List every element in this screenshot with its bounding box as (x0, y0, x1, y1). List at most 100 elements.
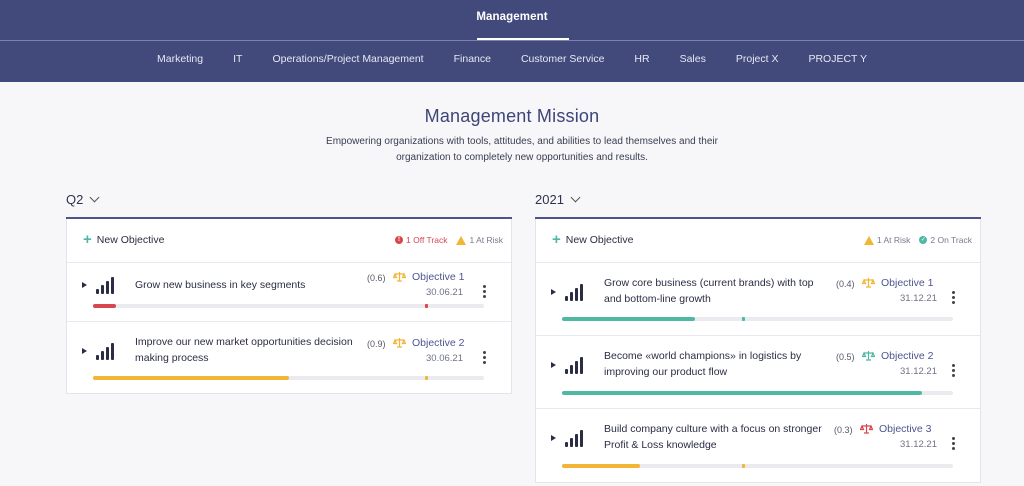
on-track-status: ✓ 2 On Track (919, 235, 972, 245)
objective-score: (0.5) (836, 352, 855, 362)
progress-marker (741, 317, 745, 321)
status-summary: ! 1 Off Track 1 At Risk (395, 235, 503, 245)
expand-caret-icon[interactable] (551, 435, 556, 441)
expand-caret-icon[interactable] (551, 362, 556, 368)
error-icon: ! (395, 236, 404, 244)
objective-title[interactable]: Improve our new market opportunities dec… (135, 336, 353, 364)
subnav-item-it[interactable]: IT (233, 53, 243, 65)
page-title: Management Mission (424, 106, 600, 126)
progress-bar (562, 317, 953, 321)
at-risk-label: 1 At Risk (469, 235, 503, 245)
subnav-item-sales[interactable]: Sales (679, 53, 706, 65)
subnav-item-customer-service[interactable]: Customer Service (520, 53, 605, 65)
more-options-icon[interactable] (483, 351, 486, 364)
active-tab-indicator (477, 38, 569, 41)
objective-row[interactable]: Become «world champions» in logistics by… (536, 336, 980, 409)
warning-icon (863, 235, 874, 245)
objectives-panel: + New Objective ! 1 Off Track 1 At Risk … (66, 219, 512, 394)
objective-link[interactable]: Objective 2 (881, 350, 934, 362)
department-nav: Marketing IT Operations/Project Manageme… (0, 53, 1024, 65)
progress-bar (93, 376, 484, 380)
objective-row[interactable]: Build company culture with a focus on st… (536, 409, 980, 482)
new-objective-label: New Objective (96, 234, 165, 246)
more-options-icon[interactable] (952, 291, 955, 304)
status-summary: 1 At Risk ✓ 2 On Track (863, 235, 972, 245)
scale-icon (859, 423, 874, 437)
progress-marker (425, 376, 429, 380)
objective-date: 31.12.21 (900, 439, 937, 450)
more-options-icon[interactable] (483, 285, 486, 298)
progress-bar (562, 464, 953, 468)
objective-score: (0.6) (367, 273, 386, 283)
signal-bars-icon (565, 430, 583, 447)
progress-fill (562, 317, 695, 321)
top-navigation: Management Marketing IT Operations/Proje… (0, 0, 1024, 82)
objective-score: (0.3) (834, 425, 853, 435)
objective-row[interactable]: Grow core business (current brands) with… (536, 263, 980, 336)
expand-caret-icon[interactable] (82, 348, 87, 354)
chevron-down-icon (570, 192, 581, 203)
panel-header: + New Objective 1 At Risk ✓ 2 On Track (536, 219, 980, 263)
off-track-status: ! 1 Off Track (395, 235, 447, 245)
more-options-icon[interactable] (952, 364, 955, 377)
new-objective-label: New Objective (565, 234, 634, 246)
mission-description: Empowering organizations with tools, att… (326, 136, 718, 163)
tab-management[interactable]: Management (476, 11, 548, 23)
nav-divider (0, 40, 1024, 41)
new-objective-button[interactable]: + New Objective (83, 231, 165, 248)
period-label: 2021 (535, 192, 564, 207)
period-label: Q2 (66, 192, 84, 207)
plus-icon: + (83, 231, 92, 248)
progress-fill (93, 376, 289, 380)
period-selector[interactable]: 2021 (535, 192, 581, 207)
subnav-item-project-x[interactable]: Project X (735, 53, 779, 65)
signal-bars-icon (96, 277, 114, 294)
on-track-label: 2 On Track (930, 235, 972, 245)
scale-icon (861, 350, 876, 364)
signal-bars-icon (565, 284, 583, 301)
objective-date: 31.12.21 (900, 366, 937, 377)
objective-date: 30.06.21 (426, 287, 463, 298)
check-icon: ✓ (919, 236, 928, 244)
objective-link[interactable]: Objective 2 (412, 337, 465, 349)
expand-caret-icon[interactable] (551, 289, 556, 295)
objective-date: 30.06.21 (426, 353, 463, 364)
objective-link[interactable]: Objective 1 (881, 277, 934, 289)
objective-title[interactable]: Become «world champions» in logistics by… (604, 350, 802, 378)
expand-caret-icon[interactable] (82, 282, 87, 288)
chevron-down-icon (89, 192, 100, 203)
objective-date: 31.12.21 (900, 293, 937, 304)
subnav-item-operations[interactable]: Operations/Project Management (272, 53, 424, 65)
period-selector[interactable]: Q2 (66, 192, 100, 207)
new-objective-button[interactable]: + New Objective (552, 231, 634, 248)
scale-icon (392, 337, 407, 351)
progress-marker (741, 464, 745, 468)
plus-icon: + (552, 231, 561, 248)
progress-fill (562, 464, 641, 468)
more-options-icon[interactable] (952, 437, 955, 450)
objective-score: (0.9) (367, 339, 386, 349)
progress-marker (425, 304, 429, 308)
warning-icon (456, 235, 467, 245)
scale-icon (861, 277, 876, 291)
at-risk-label: 1 At Risk (876, 235, 911, 245)
objective-row[interactable]: Improve our new market opportunities dec… (67, 322, 511, 393)
at-risk-status: 1 At Risk (863, 235, 911, 245)
subnav-item-hr[interactable]: HR (634, 53, 650, 65)
objective-title[interactable]: Grow new business in key segments (135, 279, 306, 291)
period-underline (66, 217, 512, 219)
objective-score: (0.4) (836, 279, 855, 289)
off-track-label: 1 Off Track (406, 235, 448, 245)
subnav-item-project-y[interactable]: PROJECT Y (808, 53, 868, 65)
objective-title[interactable]: Build company culture with a focus on st… (604, 423, 822, 451)
progress-fill (562, 391, 922, 395)
subnav-item-finance[interactable]: Finance (453, 53, 491, 65)
subnav-item-marketing[interactable]: Marketing (156, 53, 204, 65)
signal-bars-icon (96, 343, 114, 360)
at-risk-status: 1 At Risk (456, 235, 503, 245)
objective-link[interactable]: Objective 1 (412, 271, 465, 283)
objective-title[interactable]: Grow core business (current brands) with… (604, 277, 814, 305)
objective-link[interactable]: Objective 3 (879, 423, 932, 435)
objective-row[interactable]: Grow new business in key segments (0.6) … (67, 263, 511, 322)
progress-bar (562, 391, 953, 395)
